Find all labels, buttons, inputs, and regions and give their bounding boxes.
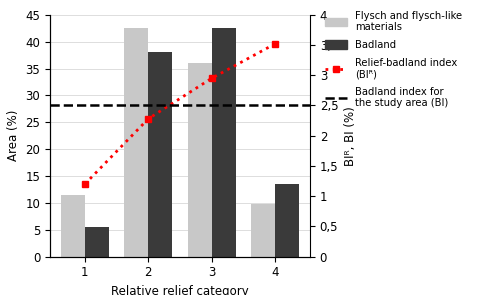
Bar: [61, 195, 85, 257]
Bar: [85, 227, 109, 257]
Legend: Flysch and flysch-like
materials, Badland, Relief-badland index
(BIᴿ), Badland i: Flysch and flysch-like materials, Badlan…: [325, 11, 462, 108]
Bar: [275, 184, 299, 257]
Bar: [251, 204, 275, 257]
Bar: [188, 63, 212, 257]
Y-axis label: Area (%): Area (%): [7, 110, 20, 161]
Y-axis label: BIᴿ, BI (%): BIᴿ, BI (%): [344, 106, 357, 165]
X-axis label: Relative relief category: Relative relief category: [111, 285, 249, 295]
Bar: [124, 28, 148, 257]
Bar: [148, 53, 172, 257]
Bar: [212, 28, 236, 257]
